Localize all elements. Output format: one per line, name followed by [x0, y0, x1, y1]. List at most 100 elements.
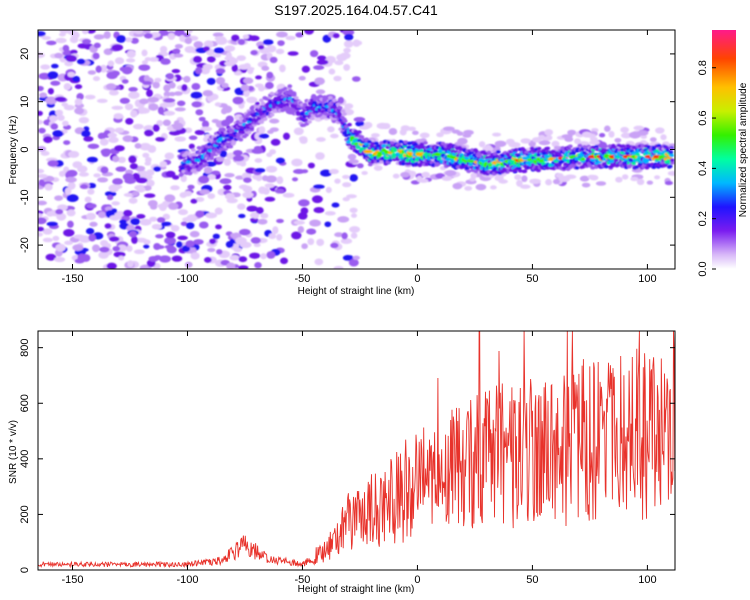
heatmap-cell: [114, 127, 125, 134]
heatmap-cell: [492, 152, 498, 156]
heatmap-cell: [228, 135, 234, 140]
heatmap-cell: [230, 233, 238, 238]
heatmap-cell: [333, 75, 342, 82]
heatmap-cell: [324, 221, 332, 228]
heatmap-cell: [50, 63, 59, 69]
heatmap-cell: [335, 102, 341, 107]
heatmap-cell: [54, 96, 67, 102]
heatmap-cell: [243, 177, 252, 183]
heatmap-cell: [179, 34, 186, 42]
heatmap-cell: [649, 162, 655, 167]
heatmap-cell: [286, 106, 292, 111]
heatmap-cell: [64, 240, 74, 245]
colorbar-tick-label: 0.6: [697, 110, 709, 125]
heatmap-cell: [174, 107, 186, 112]
heatmap-cell: [315, 137, 326, 142]
heatmap-cell: [580, 157, 586, 161]
heatmap-cell: [238, 137, 244, 142]
heatmap-cell: [129, 163, 138, 170]
heatmap-cell: [342, 254, 354, 261]
heatmap-cell: [42, 237, 53, 243]
heatmap-cell: [99, 246, 110, 253]
heatmap-cell: [163, 91, 171, 98]
heatmap-cell: [146, 169, 155, 176]
heatmap-cell: [164, 244, 175, 249]
figure-title: S197.2025.164.04.57.C41: [274, 2, 438, 18]
heatmap-cell: [224, 45, 236, 52]
heatmap-cell: [276, 218, 284, 224]
heatmap-cell: [163, 110, 176, 116]
heatmap-cell: [92, 244, 100, 253]
heatmap-cell: [40, 64, 51, 70]
spectrogram-y-tick-label: -20: [19, 237, 31, 253]
heatmap-cell: [247, 67, 254, 75]
heatmap-cell: [126, 50, 136, 58]
heatmap-cell: [340, 238, 353, 245]
heatmap-cell: [107, 60, 115, 67]
heatmap-cell: [111, 44, 124, 51]
heatmap-cell: [172, 122, 184, 131]
heatmap-cell: [38, 52, 45, 59]
heatmap-cell: [238, 213, 246, 219]
heatmap-cell: [72, 244, 84, 251]
heatmap-cell: [142, 152, 150, 158]
spectrogram-x-tick-label: 0: [414, 273, 420, 285]
heatmap-cell: [529, 178, 541, 184]
heatmap-cell: [100, 148, 112, 155]
heatmap-cell: [97, 177, 109, 183]
heatmap-cell: [174, 136, 187, 142]
heatmap-cell: [520, 184, 531, 189]
heatmap-cell: [392, 148, 398, 153]
heatmap-cell: [192, 55, 202, 64]
heatmap-cell: [266, 71, 274, 79]
heatmap-cell: [332, 33, 340, 39]
heatmap-cell: [457, 150, 462, 154]
heatmap-cell: [128, 230, 138, 238]
heatmap-cell: [153, 166, 162, 172]
heatmap-cell: [668, 150, 674, 155]
heatmap-cell: [204, 256, 212, 263]
heatmap-cell: [463, 129, 474, 136]
heatmap-cell: [485, 144, 492, 151]
heatmap-cell: [344, 33, 354, 41]
heatmap-cell: [195, 197, 205, 202]
heatmap-cell: [81, 130, 91, 138]
heatmap-cell: [198, 175, 210, 184]
heatmap-cell: [238, 265, 249, 269]
heatmap-cell: [401, 161, 406, 166]
heatmap-cell: [669, 153, 674, 158]
heatmap-cell: [144, 129, 154, 137]
heatmap-cell: [206, 56, 216, 63]
heatmap-cell: [135, 237, 148, 243]
heatmap-cell: [99, 138, 109, 146]
heatmap-cell: [236, 55, 247, 62]
heatmap-cell: [250, 50, 258, 56]
heatmap-cell: [579, 175, 590, 182]
heatmap-cell: [306, 228, 317, 235]
heatmap-cell: [93, 34, 105, 40]
heatmap-cell: [412, 130, 419, 135]
heatmap-cell: [291, 158, 303, 167]
spectrogram-y-tick-label: 10: [19, 96, 31, 108]
heatmap-cell: [54, 256, 66, 263]
heatmap-cell: [207, 193, 216, 199]
heatmap-cell: [178, 209, 188, 216]
spectrogram-y-tick-label: 20: [19, 48, 31, 60]
heatmap-cell: [213, 47, 225, 54]
heatmap-cell: [395, 157, 400, 162]
heatmap-cell: [40, 150, 50, 156]
heatmap-cell: [379, 160, 385, 164]
heatmap-cell: [417, 163, 423, 168]
heatmap-cell: [242, 34, 250, 40]
spectrogram-x-tick-label: -150: [61, 273, 83, 285]
heatmap-cell: [85, 228, 95, 235]
heatmap-cell: [334, 232, 344, 238]
heatmap-cell: [314, 258, 324, 266]
heatmap-cell: [490, 185, 497, 190]
heatmap-cell: [132, 123, 144, 130]
heatmap-cell: [104, 223, 112, 229]
heatmap-cell: [529, 146, 535, 151]
heatmap-cell: [154, 77, 162, 83]
heatmap-cell: [112, 246, 121, 252]
heatmap-cell: [574, 138, 581, 145]
